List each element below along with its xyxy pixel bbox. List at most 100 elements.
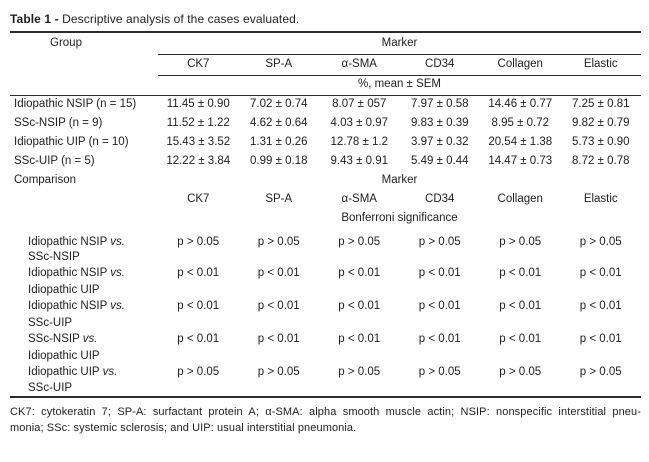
comparison-label-line2: SSc-NSIP bbox=[28, 250, 80, 263]
table-caption-text: Descriptive analysis of the cases evalua… bbox=[62, 12, 300, 26]
column-header-collagen: Collagen bbox=[497, 192, 543, 205]
value-cell: 20.54 ± 1.38 bbox=[488, 135, 553, 148]
column-header-asma: α-SMA bbox=[319, 54, 400, 76]
comparison-label-line2: SSc-UIP bbox=[28, 316, 73, 329]
p-value-cell: p > 0.05 bbox=[177, 366, 220, 379]
p-value-cell: p > 0.05 bbox=[257, 236, 300, 248]
p-value-cell: p > 0.05 bbox=[499, 236, 542, 248]
descriptive-analysis-table: Group Marker CK7 SP-A α-SMA CD34 Collage… bbox=[10, 31, 641, 399]
comparison-row-line2: SSc-UIP bbox=[10, 381, 641, 397]
value-cell: 7.25 ± 0.81 bbox=[572, 98, 630, 111]
empty-cell bbox=[10, 54, 158, 75]
p-value-cell: p > 0.05 bbox=[579, 366, 622, 379]
empty-cell bbox=[10, 75, 158, 96]
p-value-cell: p > 0.05 bbox=[338, 366, 381, 379]
value-cell: 8.72 ± 0.78 bbox=[572, 154, 630, 167]
p-value-cell: p < 0.01 bbox=[499, 267, 542, 280]
p-value-cell: p < 0.01 bbox=[257, 300, 300, 313]
value-cell: 0.99 ± 0.18 bbox=[250, 154, 308, 167]
header-row-units: %, mean ± SEM bbox=[10, 75, 641, 96]
comparison-left: Idiopathic NSIP bbox=[28, 300, 108, 313]
empty-cell bbox=[158, 249, 641, 265]
table-caption: Table 1 - Descriptive analysis of the ca… bbox=[10, 12, 641, 26]
p-value-cell: p < 0.01 bbox=[177, 333, 220, 346]
value-cell: 9.43 ± 0.91 bbox=[330, 154, 388, 167]
p-value-cell: p < 0.01 bbox=[338, 267, 381, 280]
p-value-cell: p < 0.01 bbox=[177, 267, 220, 280]
significance-header: Bonferroni significance bbox=[341, 211, 458, 224]
comparison-label-line1: Idiopathic NSIP vs. bbox=[10, 228, 158, 249]
comparison-row-line2: SSc-UIP bbox=[10, 315, 641, 331]
vs-label: vs. bbox=[82, 333, 98, 346]
p-value-cell: p < 0.01 bbox=[177, 300, 220, 313]
comparison-marker-header: Marker bbox=[381, 173, 418, 186]
value-cell: 5.73 ± 0.90 bbox=[572, 135, 630, 148]
p-value-cell: p > 0.05 bbox=[499, 366, 542, 379]
p-value-cell: p < 0.01 bbox=[257, 333, 300, 346]
comparison-row-line2: Idiopathic UIP bbox=[10, 282, 641, 298]
empty-cell bbox=[158, 381, 641, 397]
comparison-row: Idiopathic NSIP vs. p < 0.01 p < 0.01 p … bbox=[10, 265, 641, 282]
comparison-label-line2: SSc-UIP bbox=[28, 382, 73, 395]
p-value-cell: p < 0.01 bbox=[338, 300, 381, 313]
value-cell: 8.95 ± 0.72 bbox=[491, 116, 549, 129]
p-value-cell: p < 0.01 bbox=[338, 333, 381, 346]
value-cell: 15.43 ± 3.52 bbox=[166, 135, 231, 148]
p-value-cell: p < 0.01 bbox=[499, 300, 542, 313]
column-header-collagen: Collagen bbox=[480, 54, 561, 76]
empty-cell bbox=[10, 209, 158, 228]
value-cell: 8.07 ± 057 bbox=[332, 98, 387, 111]
empty-cell bbox=[158, 348, 641, 364]
value-cell: 7.02 ± 0.74 bbox=[250, 98, 308, 111]
table-row: Idiopathic NSIP (n = 15) 11.45 ± 0.90 7.… bbox=[10, 95, 641, 114]
column-header-cd34: CD34 bbox=[399, 54, 480, 76]
value-cell: 11.52 ± 1.22 bbox=[166, 116, 230, 129]
column-header-elastic: Elastic bbox=[583, 192, 618, 205]
p-value-cell: p > 0.05 bbox=[338, 236, 381, 248]
column-header-ck7: CK7 bbox=[187, 192, 210, 205]
column-header-ck7: CK7 bbox=[158, 54, 239, 76]
marker-header: Marker bbox=[158, 32, 641, 55]
table-footnote: CK7: cytokeratin 7; SP-A: surfactant pro… bbox=[10, 404, 641, 436]
value-cell: 5.49 ± 0.44 bbox=[411, 154, 469, 167]
value-cell: 11.45 ± 0.90 bbox=[166, 98, 230, 111]
value-cell: 4.62 ± 0.64 bbox=[250, 116, 308, 129]
comparison-left: Idiopathic NSIP bbox=[28, 267, 108, 280]
group-label: SSc-NSIP (n = 9) bbox=[14, 116, 103, 129]
p-value-cell: p > 0.05 bbox=[257, 366, 300, 379]
value-cell: 1.31 ± 0.26 bbox=[250, 135, 308, 148]
value-cell: 9.82 ± 0.79 bbox=[572, 116, 630, 129]
value-cell: 14.46 ± 0.77 bbox=[488, 98, 553, 111]
comparison-left: SSc-NSIP bbox=[28, 333, 80, 346]
p-value-cell: p < 0.01 bbox=[257, 267, 300, 280]
table-caption-label: Table 1 - bbox=[10, 12, 59, 26]
vs-label: vs. bbox=[110, 300, 125, 313]
p-value-cell: p > 0.05 bbox=[418, 366, 461, 379]
p-value-cell: p > 0.05 bbox=[177, 236, 220, 248]
comparison-header-row: Comparison Marker bbox=[10, 171, 641, 190]
value-cell: 4.03 ± 0.97 bbox=[330, 116, 388, 129]
value-cell: 3.97 ± 0.32 bbox=[411, 135, 469, 148]
column-header-asma: α-SMA bbox=[341, 192, 377, 205]
table-row: Idiopathic UIP (n = 10) 15.43 ± 3.52 1.3… bbox=[10, 133, 641, 152]
comparison-label-line1: Idiopathic NSIP vs. bbox=[10, 298, 158, 315]
vs-label: vs. bbox=[102, 366, 118, 379]
comparison-row: Idiopathic UIP vs. p > 0.05 p > 0.05 p >… bbox=[10, 364, 641, 381]
footnote-line2: monia; SSc: systemic sclerosis; and UIP:… bbox=[10, 422, 357, 435]
p-value-cell: p > 0.05 bbox=[579, 236, 622, 248]
empty-cell bbox=[158, 282, 641, 298]
comparison-row: SSc-NSIP vs. p < 0.01 p < 0.01 p < 0.01 … bbox=[10, 331, 641, 348]
p-value-cell: p < 0.01 bbox=[418, 267, 461, 280]
value-cell: 12.22 ± 3.84 bbox=[166, 154, 231, 167]
value-cell: 12.78 ± 1.2 bbox=[330, 135, 388, 148]
comparison-row: Idiopathic NSIP vs. p < 0.01 p < 0.01 p … bbox=[10, 298, 641, 315]
group-label: Idiopathic NSIP (n = 15) bbox=[14, 98, 137, 111]
comparison-label-line2: Idiopathic UIP bbox=[28, 283, 100, 296]
value-cell: 14.47 ± 0.73 bbox=[488, 154, 553, 167]
comparison-label-line2: Idiopathic UIP bbox=[28, 349, 100, 362]
group-header: Group bbox=[50, 36, 82, 49]
comparison-left: Idiopathic UIP bbox=[28, 366, 100, 379]
column-header-spa: SP-A bbox=[238, 54, 319, 76]
comparison-label-line1: SSc-NSIP vs. bbox=[10, 331, 158, 348]
